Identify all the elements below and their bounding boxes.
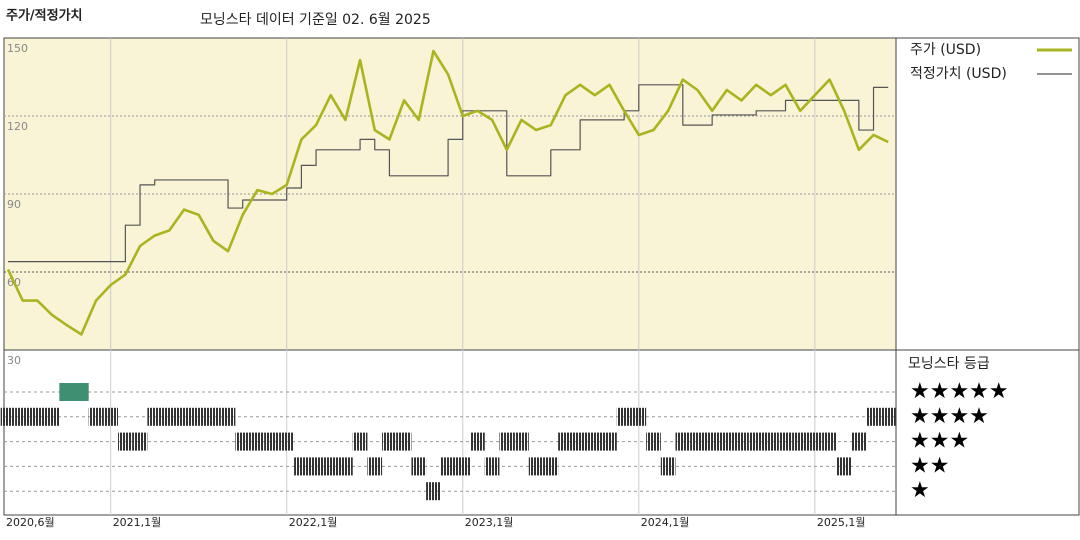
rating-bar: [763, 432, 779, 451]
rating-bar: [470, 432, 485, 451]
y-tick-label: 30: [7, 354, 21, 367]
rating-label: ★★★★★: [910, 379, 1009, 404]
rating-bar: [74, 383, 89, 401]
rating-bar: [660, 457, 676, 476]
rating-label: ★★★: [910, 429, 969, 454]
rating-bar: [162, 407, 177, 426]
rating-bar: [220, 407, 236, 426]
rating-bar: [103, 407, 119, 426]
rating-bar: [367, 457, 383, 476]
rating-bar: [587, 432, 603, 451]
rating-bar: [15, 407, 31, 426]
rating-bar: [675, 432, 691, 451]
rating-bar: [396, 432, 412, 451]
rating-bar: [836, 457, 852, 476]
y-tick-label: 90: [7, 198, 21, 211]
rating-bar: [426, 482, 441, 501]
x-tick-label: 2022,1월: [289, 516, 338, 529]
chart-title: 주가/적정가치: [6, 8, 83, 24]
rating-bar: [191, 407, 207, 426]
x-tick-label: 2021,1월: [113, 516, 162, 529]
y-tick-label: 150: [7, 42, 28, 55]
x-tick-label: 2020,6월: [6, 516, 55, 529]
rating-bar: [734, 432, 749, 451]
rating-bar: [59, 383, 75, 401]
rating-bar: [778, 432, 793, 451]
rating-bar: [250, 432, 265, 451]
rating-bar: [704, 432, 720, 451]
rating-bar: [323, 457, 339, 476]
rating-bar: [440, 457, 456, 476]
rating-bar: [382, 432, 397, 451]
series-line: [6, 49, 889, 336]
rating-label: ★: [910, 478, 930, 503]
rating-bar: [851, 432, 867, 451]
rating-bar: [0, 407, 16, 426]
rating-title: 모닝스타 등급: [908, 356, 990, 372]
rating-bar: [822, 432, 837, 451]
rating-bar: [264, 432, 280, 451]
rating-bar: [88, 407, 104, 426]
rating-bar: [338, 457, 353, 476]
frame: [3, 37, 1080, 516]
rating-bar: [484, 457, 500, 476]
rating-bar: [44, 407, 60, 426]
rating-label: ★★: [910, 453, 949, 478]
rating-bar: [558, 432, 573, 451]
rating-bar: [602, 432, 617, 451]
rating-bar: [807, 432, 823, 451]
rating-bar: [499, 432, 515, 451]
rating-bar: [690, 432, 705, 451]
rating-bar: [206, 407, 221, 426]
rating-bar: [631, 407, 647, 426]
rating-bar: [646, 432, 661, 451]
chart-subtitle: 모닝스타 데이터 기준일 02. 6월 2025: [200, 12, 431, 28]
rating-bar: [514, 432, 529, 451]
rating-bar: [176, 407, 192, 426]
rating-bar: [235, 432, 251, 451]
series-line: [8, 84, 889, 263]
x-tick-label: 2024,1월: [641, 516, 690, 529]
rating-bar: [352, 432, 368, 451]
rating-bar: [132, 432, 148, 451]
rating-bar: [866, 407, 881, 426]
rating-bar: [572, 432, 588, 451]
rating-bar: [411, 457, 427, 476]
rating-bar: [528, 457, 544, 476]
rating-bar: [719, 432, 735, 451]
rating-bar: [455, 457, 471, 476]
legend-label: 주가 (USD): [910, 42, 981, 58]
rating-bar: [30, 407, 45, 426]
rating-bar: [294, 457, 309, 476]
rating-bar: [748, 432, 764, 451]
legend-label: 적정가치 (USD): [910, 66, 1007, 82]
rating-bar: [147, 407, 163, 426]
rating-label: ★★★★: [910, 404, 989, 429]
rating-bar: [279, 432, 295, 451]
y-tick-label: 120: [7, 120, 28, 133]
x-tick-label: 2025,1월: [817, 516, 866, 529]
rating-bar: [118, 432, 133, 451]
rating-bar: [543, 457, 559, 476]
rating-bar: [792, 432, 808, 451]
rating-bar: [308, 457, 324, 476]
rating-bar: [616, 407, 632, 426]
rating-bar: [880, 407, 896, 426]
x-tick-label: 2023,1월: [465, 516, 514, 529]
